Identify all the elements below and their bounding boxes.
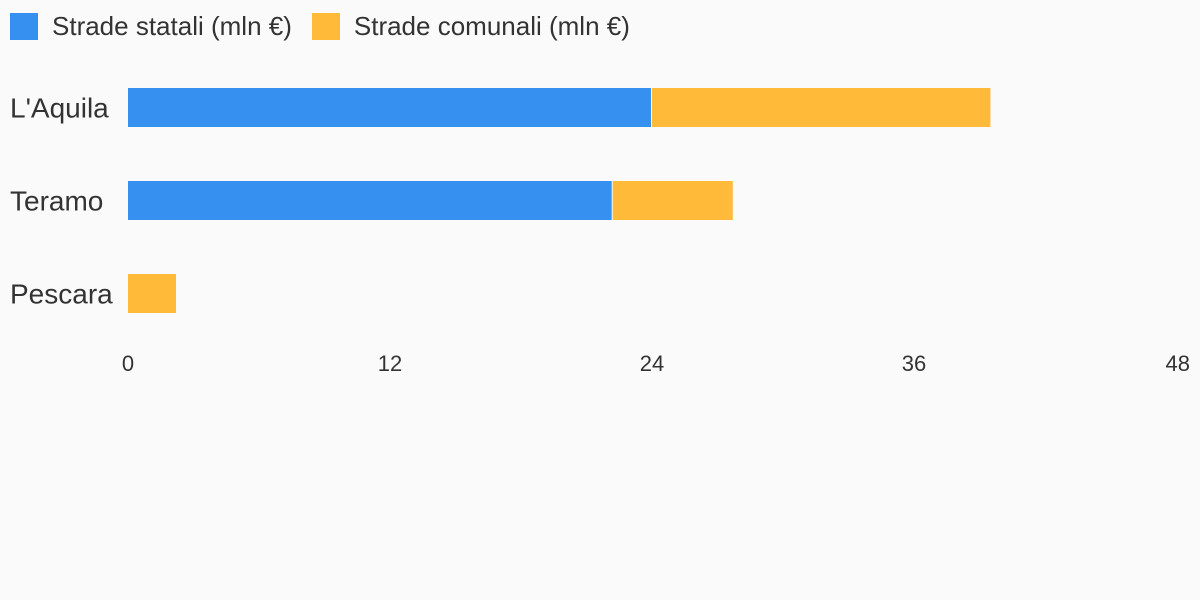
bar-segment-comunali[interactable] [652, 88, 991, 127]
legend-swatch-statali [10, 12, 38, 40]
x-tick-label: 0 [122, 351, 134, 376]
bar-segment-statali[interactable] [128, 181, 612, 220]
legend: Strade statali (mln €) Strade comunali (… [10, 10, 650, 42]
legend-item-statali[interactable]: Strade statali (mln €) [10, 10, 292, 42]
x-axis-ticks: 0 12 24 36 48 [122, 351, 1190, 376]
category-label: Pescara [10, 279, 113, 310]
bar-segment-comunali[interactable] [128, 274, 177, 313]
x-tick-label: 24 [640, 351, 664, 376]
legend-label-statali: Strade statali (mln €) [52, 11, 292, 41]
x-tick-label: 48 [1166, 351, 1190, 376]
bar-segment-statali[interactable] [128, 88, 651, 127]
legend-item-comunali[interactable]: Strade comunali (mln €) [311, 10, 630, 42]
bars [128, 88, 991, 313]
legend-swatch-comunali [311, 12, 340, 40]
legend-label-comunali: Strade comunali (mln €) [353, 11, 630, 41]
x-tick-label: 36 [902, 351, 926, 376]
category-label: L'Aquila [10, 93, 109, 124]
x-tick-label: 12 [378, 351, 402, 376]
category-labels: L'Aquila Teramo Pescara [10, 93, 113, 310]
category-label: Teramo [10, 186, 103, 217]
bar-segment-comunali[interactable] [612, 181, 733, 220]
